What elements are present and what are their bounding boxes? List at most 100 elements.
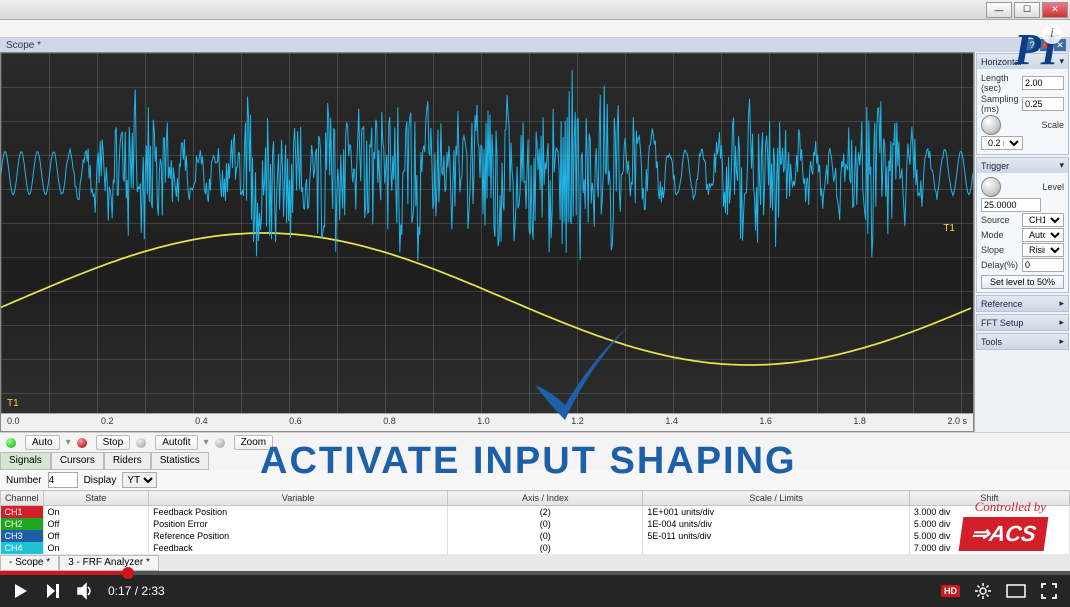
collapse-icon[interactable]: ▾ [1059,160,1064,171]
x-tick: 0.8 [383,416,396,431]
level-label: Level [1042,182,1064,192]
sampling-input[interactable] [1022,97,1064,111]
x-tick: 0.6 [289,416,302,431]
x-tick: 1.0 [477,416,490,431]
chart-svg [1,53,973,413]
panel-reference-title: Reference [981,299,1023,309]
x-tick: 1.8 [853,416,866,431]
table-header: Variable [149,491,448,506]
fullscreen-icon[interactable] [1040,582,1058,600]
collapse-icon[interactable]: ▸ [1059,317,1064,328]
panel-fft-title: FFT Setup [981,318,1023,328]
info-icon[interactable]: i [1042,24,1062,44]
x-tick: 0.4 [195,416,208,431]
doc-tab[interactable]: 3 - FRF Analyzer * [59,555,159,571]
window-minimize-button[interactable]: — [986,2,1012,18]
checkmark-icon [520,310,640,440]
stop-led-icon [77,438,87,448]
video-player-bar: 0:17 / 2:33 HD [0,571,1070,607]
window-titlebar: — ☐ ✕ [0,0,1070,20]
level-input[interactable] [981,198,1041,212]
panel-trigger-header[interactable]: Trigger ▾ [977,158,1068,173]
controlled-by-label: Controlled by [961,499,1046,515]
theater-icon[interactable] [1006,584,1026,598]
window-maximize-button[interactable]: ☐ [1014,2,1040,18]
hd-badge: HD [941,585,960,597]
video-progress[interactable] [0,571,1070,575]
scope-chart[interactable]: T1 T1 0.00.20.40.60.81.01.21.41.61.82.0 … [0,52,974,432]
subtab-cursors[interactable]: Cursors [51,452,104,470]
panel-tools: Tools ▸ [976,333,1069,350]
panel-reference-header[interactable]: Reference ▸ [977,296,1068,311]
panel-fft-header[interactable]: FFT Setup ▸ [977,315,1068,330]
x-tick: 0.0 [7,416,20,431]
auto-led-icon [6,438,16,448]
source-label: Source [981,215,1010,225]
table-header: Axis / Index [448,491,643,506]
stop-button[interactable]: Stop [96,435,131,450]
subtab-riders[interactable]: Riders [104,452,151,470]
source-select[interactable]: CH1 [1022,213,1064,227]
scope-tab-label[interactable]: Scope * [6,40,41,51]
table-header: State [43,491,149,506]
chart-x-axis: 0.00.20.40.60.81.01.21.41.61.82.0 s [1,413,973,431]
x-tick: 0.2 [101,416,114,431]
slope-label: Slope [981,245,1004,255]
autofit-button[interactable]: Autofit [155,435,197,450]
doc-tab[interactable]: - Scope * [0,555,59,571]
collapse-icon[interactable]: ▸ [1059,336,1064,347]
mode-label: Mode [981,230,1004,240]
scale-label: Scale [1041,120,1064,130]
volume-button[interactable] [76,582,94,600]
display-label: Display [84,475,117,486]
delay-label: Delay(%) [981,260,1018,270]
panel-reference: Reference ▸ [976,295,1069,312]
autofit-led-icon [136,438,146,448]
sampling-label: Sampling (ms) [981,94,1020,114]
signals-table: ChannelStateVariableAxis / IndexScale / … [0,490,1070,554]
display-select[interactable]: YT [122,472,157,488]
panel-tools-title: Tools [981,337,1002,347]
collapse-icon[interactable]: ▾ [1059,56,1064,67]
x-tick: 1.6 [759,416,772,431]
table-row[interactable]: CH2OffPosition Error(0)1E-004 units/div5… [1,518,1070,530]
acs-badge: Controlled by ⇒ACS [961,499,1046,551]
table-row[interactable]: CH1OnFeedback Position(2)1E+001 units/di… [1,506,1070,519]
video-time: 0:17 / 2:33 [108,584,165,598]
panel-trigger: Trigger ▾ Level Source CH1 Mode Auto Slope R… [976,157,1069,293]
length-input[interactable] [1022,76,1064,90]
marker-t1-right: T1 [943,223,955,234]
level-knob[interactable] [981,177,1001,197]
set-level-button[interactable]: Set level to 50% [981,275,1064,289]
delay-input[interactable] [1022,258,1064,272]
panel-fft: FFT Setup ▸ [976,314,1069,331]
settings-icon[interactable] [974,582,992,600]
slope-select[interactable]: Rising [1022,243,1064,257]
panel-tools-header[interactable]: Tools ▸ [977,334,1068,349]
table-row[interactable]: CH4OnFeedback(0)7.000 div [1,542,1070,554]
number-label: Number [6,475,42,486]
x-tick: 2.0 s [947,416,967,431]
menubar [0,20,1070,38]
subtab-signals[interactable]: Signals [0,452,51,470]
scope-tab-strip: Scope * ? 📌 ✕ [0,38,1070,52]
next-button[interactable] [44,582,62,600]
scale-knob[interactable] [981,115,1001,135]
table-header: Scale / Limits [643,491,910,506]
collapse-icon[interactable]: ▸ [1059,298,1064,309]
marker-t1-left: T1 [7,398,19,409]
table-row[interactable]: CH3OffReference Position(0)5E-011 units/… [1,530,1070,542]
length-label: Length (sec) [981,73,1020,93]
panel-trigger-title: Trigger [981,161,1009,171]
table-header: Channel [1,491,44,506]
subtab-statistics[interactable]: Statistics [151,452,209,470]
play-button[interactable] [12,582,30,600]
number-input[interactable] [48,472,78,488]
auto-button[interactable]: Auto [25,435,60,450]
zoom-led-icon [215,438,225,448]
window-close-button[interactable]: ✕ [1042,2,1068,18]
side-panels: Horizontal▾ Length (sec) Sampling (ms) S… [974,52,1070,432]
overlay-caption: ACTIVATE INPUT SHAPING [260,440,797,483]
scale-select[interactable]: 0.2 sec/… [981,136,1023,150]
mode-select[interactable]: Auto [1022,228,1064,242]
